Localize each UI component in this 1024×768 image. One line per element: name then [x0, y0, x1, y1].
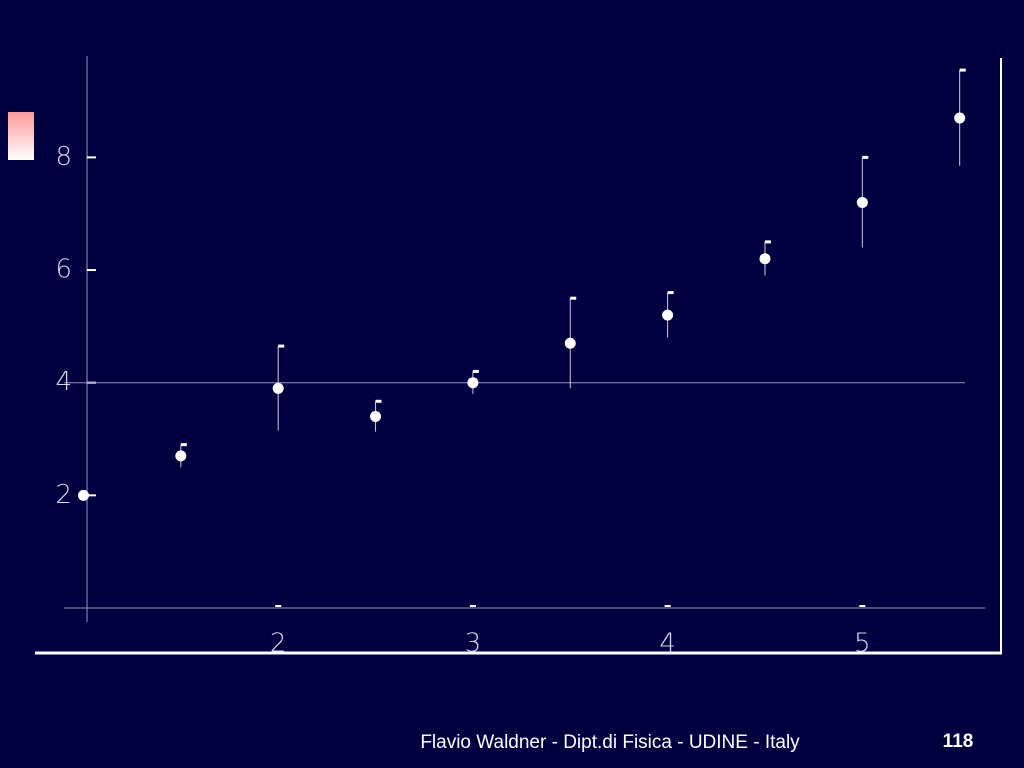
data-point: [662, 309, 674, 321]
data-point: [77, 489, 89, 501]
x-tick-label: 3: [465, 629, 482, 659]
page-number: 118: [943, 731, 974, 752]
data-point: [272, 382, 284, 394]
data-point: [175, 450, 187, 462]
x-tick-label: 2: [270, 629, 287, 659]
data-point: [370, 410, 382, 422]
x-tick-label: 5: [854, 629, 871, 659]
x-tick-label: 4: [659, 629, 676, 659]
data-point: [856, 196, 868, 208]
data-point: [954, 112, 966, 124]
data-point: [467, 377, 479, 389]
y-tick-label: 4: [55, 367, 72, 397]
data-point: [564, 337, 576, 349]
y-tick-label: 2: [55, 480, 72, 510]
y-tick-label: 8: [55, 142, 72, 172]
footer-text: Flavio Waldner - Dipt.di Fisica - UDINE …: [420, 732, 800, 753]
decor-box: [8, 112, 34, 160]
data-point: [759, 253, 771, 265]
y-tick-label: 6: [55, 255, 72, 285]
